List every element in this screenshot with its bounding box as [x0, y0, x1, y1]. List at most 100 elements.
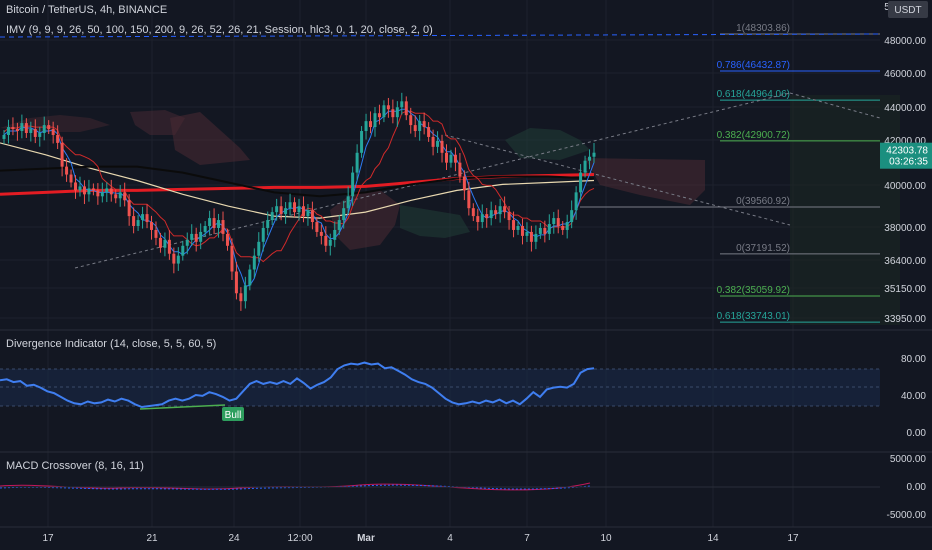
candle-body[interactable]: [552, 218, 556, 225]
candle-body[interactable]: [96, 190, 100, 197]
candle-body[interactable]: [56, 134, 60, 143]
candle-body[interactable]: [418, 121, 422, 132]
candle-body[interactable]: [570, 210, 574, 223]
candle-body[interactable]: [369, 121, 373, 128]
candle-body[interactable]: [360, 131, 364, 153]
candle-body[interactable]: [440, 140, 444, 153]
candle-body[interactable]: [445, 152, 448, 163]
macd-pane[interactable]: [0, 482, 880, 491]
candle-body[interactable]: [176, 255, 180, 264]
candle-body[interactable]: [342, 208, 346, 221]
candle-body[interactable]: [208, 218, 212, 226]
candle-body[interactable]: [337, 220, 341, 230]
candle-body[interactable]: [529, 231, 533, 242]
candle-body[interactable]: [127, 200, 131, 217]
candle-body[interactable]: [494, 210, 498, 215]
candle-body[interactable]: [42, 125, 46, 133]
candle-body[interactable]: [462, 176, 466, 191]
candle-body[interactable]: [69, 174, 73, 183]
candle-body[interactable]: [74, 182, 78, 191]
chart-title[interactable]: Bitcoin / TetherUS, 4h, BINANCE: [6, 4, 168, 16]
price-axis[interactable]: 50000.0048000.0046000.0044000.0042000.00…: [880, 1, 932, 521]
candle-body[interactable]: [588, 156, 592, 161]
candle-body[interactable]: [65, 166, 69, 175]
macd-legend[interactable]: MACD Crossover (8, 16, 11): [6, 460, 144, 472]
candle-body[interactable]: [413, 125, 417, 132]
candle-body[interactable]: [400, 101, 404, 108]
candle-body[interactable]: [391, 109, 395, 118]
candle-body[interactable]: [270, 212, 274, 221]
candle-body[interactable]: [6, 127, 10, 135]
candle-body[interactable]: [547, 224, 551, 234]
candle-body[interactable]: [301, 206, 305, 217]
candle-body[interactable]: [15, 129, 19, 132]
candle-body[interactable]: [471, 208, 475, 217]
candle-body[interactable]: [167, 239, 171, 254]
candle-body[interactable]: [431, 136, 435, 147]
current-price-tag[interactable]: [880, 142, 932, 169]
candle-body[interactable]: [136, 220, 140, 226]
candle-body[interactable]: [123, 192, 127, 201]
candle-body[interactable]: [583, 160, 587, 173]
candle-body[interactable]: [172, 253, 176, 264]
candle-body[interactable]: [261, 227, 265, 242]
candle-body[interactable]: [118, 192, 122, 199]
candles[interactable]: [2, 92, 596, 311]
candle-body[interactable]: [158, 237, 162, 248]
candle-body[interactable]: [132, 216, 136, 226]
candle-body[interactable]: [275, 206, 279, 213]
candle-body[interactable]: [33, 129, 37, 137]
candle-body[interactable]: [243, 285, 247, 302]
candle-body[interactable]: [543, 227, 547, 234]
candle-body[interactable]: [556, 218, 560, 226]
candle-body[interactable]: [234, 271, 238, 294]
candle-body[interactable]: [409, 115, 413, 126]
candle-body[interactable]: [185, 239, 189, 246]
candle-body[interactable]: [100, 192, 104, 197]
candle-body[interactable]: [163, 239, 167, 248]
candle-body[interactable]: [404, 101, 408, 116]
candle-body[interactable]: [377, 113, 381, 118]
candle-body[interactable]: [386, 105, 390, 110]
candle-body[interactable]: [11, 127, 15, 130]
candle-body[interactable]: [145, 214, 149, 223]
candle-body[interactable]: [29, 129, 33, 133]
candle-body[interactable]: [257, 241, 261, 256]
candle-body[interactable]: [190, 233, 194, 240]
candle-body[interactable]: [503, 206, 507, 213]
fib-levels[interactable]: 1(48303.86) 0.786(46432.87) 0.618(44964.06…: [580, 23, 880, 323]
candle-body[interactable]: [525, 231, 529, 236]
candle-body[interactable]: [355, 152, 359, 173]
candle-body[interactable]: [230, 245, 234, 272]
candle-body[interactable]: [221, 220, 225, 234]
candle-body[interactable]: [395, 107, 399, 118]
candle-body[interactable]: [579, 172, 583, 193]
candle-body[interactable]: [114, 194, 118, 199]
candle-body[interactable]: [485, 214, 489, 219]
candle-body[interactable]: [279, 206, 283, 215]
trendline-upper[interactable]: [0, 33, 881, 38]
candle-body[interactable]: [78, 186, 82, 191]
candle-body[interactable]: [24, 123, 28, 133]
candle-body[interactable]: [87, 188, 91, 195]
candle-body[interactable]: [199, 231, 203, 242]
candle-body[interactable]: [60, 142, 64, 167]
candle-body[interactable]: [480, 214, 484, 223]
candle-body[interactable]: [458, 162, 462, 177]
candle-body[interactable]: [225, 233, 229, 246]
candle-body[interactable]: [538, 227, 542, 234]
candle-body[interactable]: [520, 225, 524, 236]
candle-body[interactable]: [498, 206, 502, 215]
candle-body[interactable]: [203, 225, 207, 232]
candle-body[interactable]: [315, 222, 319, 232]
candle-body[interactable]: [561, 225, 565, 230]
candle-body[interactable]: [141, 214, 145, 221]
candle-body[interactable]: [574, 192, 578, 211]
candle-body[interactable]: [51, 129, 55, 135]
candle-body[interactable]: [449, 154, 453, 163]
candle-body[interactable]: [2, 134, 6, 139]
candle-body[interactable]: [453, 154, 457, 163]
candle-body[interactable]: [534, 233, 538, 242]
price-pane[interactable]: 1(48303.86) 0.786(46432.87) 0.618(44964.06…: [0, 23, 900, 325]
